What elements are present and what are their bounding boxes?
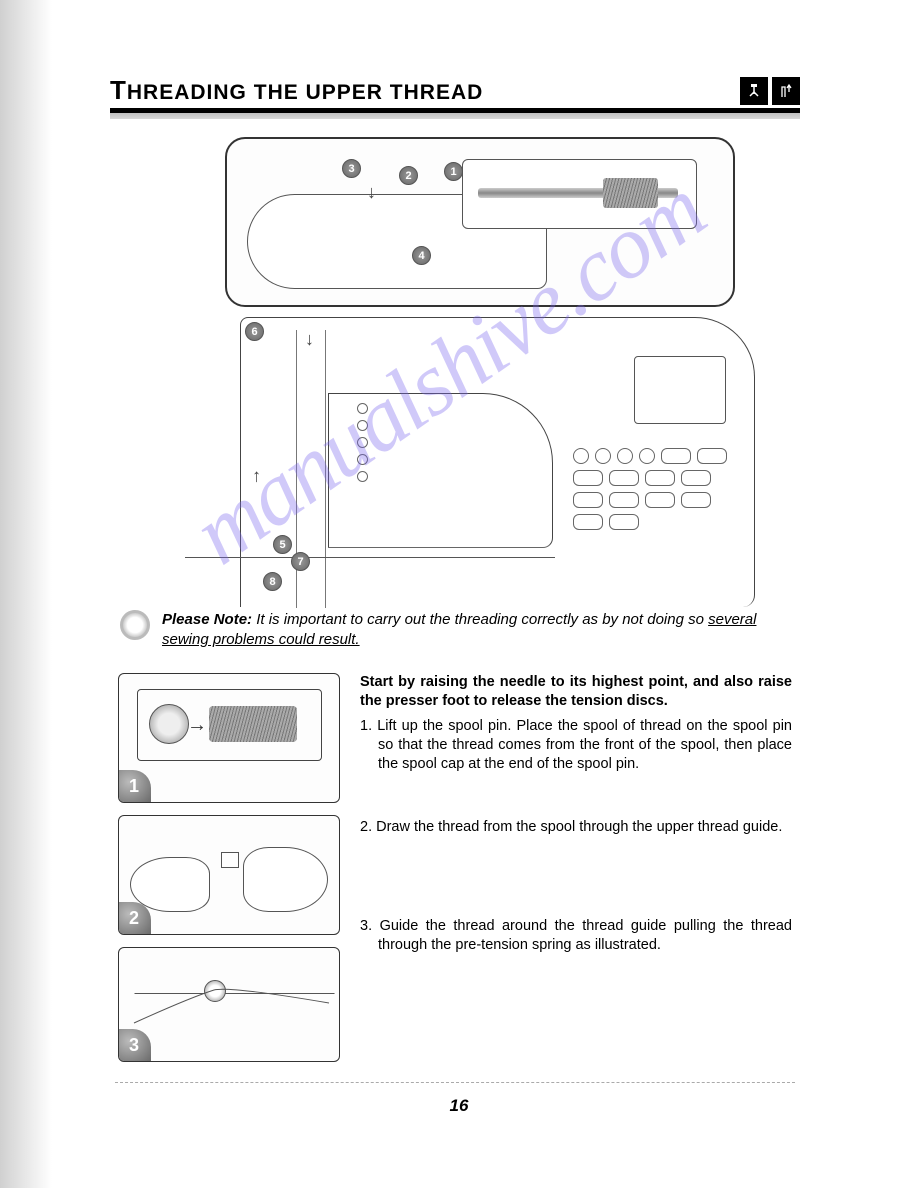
- ctrl-circle: [573, 448, 589, 464]
- note-underline1: several: [708, 611, 756, 628]
- step1-spool-cap: [149, 704, 189, 744]
- ctrl-button: [573, 514, 603, 530]
- steps-container: → 1 2 3 Start: [110, 673, 800, 1062]
- callout-2: 2: [399, 166, 418, 185]
- title-icon-group: [740, 77, 800, 105]
- machine-front-view: 6 5 7 8 ↓ ↓: [205, 317, 765, 607]
- ctrl-button: [573, 492, 603, 508]
- right-hand: [243, 847, 328, 912]
- needle-up-icon: [772, 77, 800, 105]
- intro-text: Start by raising the needle to its highe…: [360, 673, 792, 711]
- section-title: THREADING THE UPPER THREAD: [110, 75, 483, 106]
- side-button: [357, 420, 368, 431]
- side-button-column: [357, 403, 368, 482]
- ctrl-button: [697, 448, 727, 464]
- control-button-grid: [573, 448, 728, 530]
- arrow-icon: ↓: [252, 467, 261, 488]
- step1-thread-spool: [209, 706, 297, 742]
- callout-7: 7: [291, 552, 310, 571]
- ctrl-button: [645, 492, 675, 508]
- step-badge-1: 1: [118, 770, 151, 803]
- callout-6: 6: [245, 322, 264, 341]
- callout-3: 3: [342, 159, 361, 178]
- step-text-1: 1. Lift up the spool pin. Place the spoo…: [360, 717, 792, 774]
- step1-arrow-icon: →: [187, 714, 207, 737]
- machine-bed: [185, 557, 555, 617]
- title-initial: T: [110, 75, 127, 105]
- ctrl-circle: [639, 448, 655, 464]
- main-threading-diagram: 1 2 3 4 ↓: [205, 137, 755, 592]
- ctrl-circle: [617, 448, 633, 464]
- arrow-icon: ↓: [367, 182, 376, 203]
- machine-top-view: 1 2 3 4 ↓: [247, 154, 717, 294]
- ctrl-button: [609, 492, 639, 508]
- ctrl-button: [609, 470, 639, 486]
- callout-1: 1: [444, 162, 463, 181]
- ctrl-button: [681, 470, 711, 486]
- step-text-2: 2. Draw the thread from the spool throug…: [360, 818, 792, 837]
- spool-assembly: [462, 159, 697, 229]
- step-images-column: → 1 2 3: [118, 673, 340, 1062]
- thread-spool: [603, 178, 658, 208]
- title-underline: [110, 111, 800, 119]
- note-bobbin-icon: [120, 610, 150, 640]
- ctrl-button: [609, 514, 639, 530]
- step3-thread-path: [119, 948, 340, 1062]
- side-button: [357, 454, 368, 465]
- callout-8: 8: [263, 572, 282, 591]
- step-text-column: Start by raising the needle to its highe…: [360, 673, 792, 1062]
- section-title-bar: THREADING THE UPPER THREAD: [110, 75, 800, 111]
- title-w3: UPPER: [306, 81, 383, 104]
- side-button: [357, 471, 368, 482]
- ctrl-button: [681, 492, 711, 508]
- ctrl-button: [645, 470, 675, 486]
- side-button: [357, 437, 368, 448]
- arrow-icon: ↓: [305, 329, 314, 350]
- page-content: THREADING THE UPPER THREAD 1 2: [110, 75, 800, 1062]
- callout-5: 5: [273, 535, 292, 554]
- note-underline2: sewing problems could result.: [162, 631, 360, 648]
- thread-guide: [221, 852, 239, 868]
- scan-edge-shadow: [0, 0, 52, 1188]
- diagram-top-view: 1 2 3 4 ↓: [225, 137, 735, 307]
- step2-hands: [125, 822, 333, 928]
- presser-foot-icon: [740, 77, 768, 105]
- title-w1-rest: HREADING: [127, 81, 247, 104]
- step-image-1: → 1: [118, 673, 340, 803]
- bottom-divider: [115, 1082, 795, 1083]
- title-w4: THREAD: [390, 81, 484, 104]
- ctrl-circle: [595, 448, 611, 464]
- title-w2: THE: [254, 81, 299, 104]
- page-number: 16: [0, 1096, 918, 1116]
- step-text-3: 3. Guide the thread around the thread gu…: [360, 917, 792, 955]
- side-button: [357, 403, 368, 414]
- left-hand: [130, 857, 210, 912]
- callout-4: 4: [412, 246, 431, 265]
- ctrl-button: [573, 470, 603, 486]
- lcd-screen: [634, 356, 726, 424]
- ctrl-button: [661, 448, 691, 464]
- step-image-3: 3: [118, 947, 340, 1062]
- step-image-2: 2: [118, 815, 340, 935]
